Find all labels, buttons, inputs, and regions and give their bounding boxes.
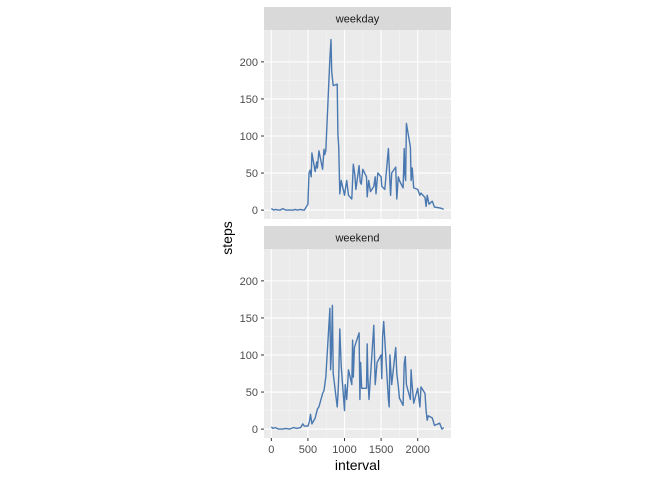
panel-background [264, 249, 451, 438]
y-tick-label: 100 [240, 350, 258, 362]
x-axis-title: interval [335, 457, 380, 473]
y-tick-label: 0 [252, 424, 258, 436]
series-line-weekend [270, 304, 445, 430]
y-tick-label: 150 [240, 94, 258, 106]
y-tick-label: 0 [252, 205, 258, 217]
y-tick-label: 50 [246, 387, 258, 399]
facet-strip-label: weekend [334, 233, 379, 245]
y-axis-title: steps [219, 221, 235, 254]
y-tick-label: 200 [240, 276, 258, 288]
series-line-weekday [270, 38, 444, 211]
y-tick-label: 100 [240, 131, 258, 143]
facet-strip-label: weekday [335, 14, 380, 26]
x-tick-label: 1500 [369, 444, 393, 456]
y-tick-label: 200 [240, 57, 258, 69]
x-tick-label: 1000 [332, 444, 356, 456]
facet-panel-weekday: weekday 0 50 100 150 200 [240, 7, 451, 219]
x-tick-label: 2000 [405, 444, 429, 456]
y-tick-label: 50 [246, 168, 258, 180]
facet-strip [264, 7, 451, 30]
panel-background [264, 30, 451, 219]
y-tick-label: 150 [240, 313, 258, 325]
facet-strip [264, 226, 451, 249]
x-tick-label: 500 [299, 444, 317, 456]
x-tick-label: 0 [268, 444, 274, 456]
